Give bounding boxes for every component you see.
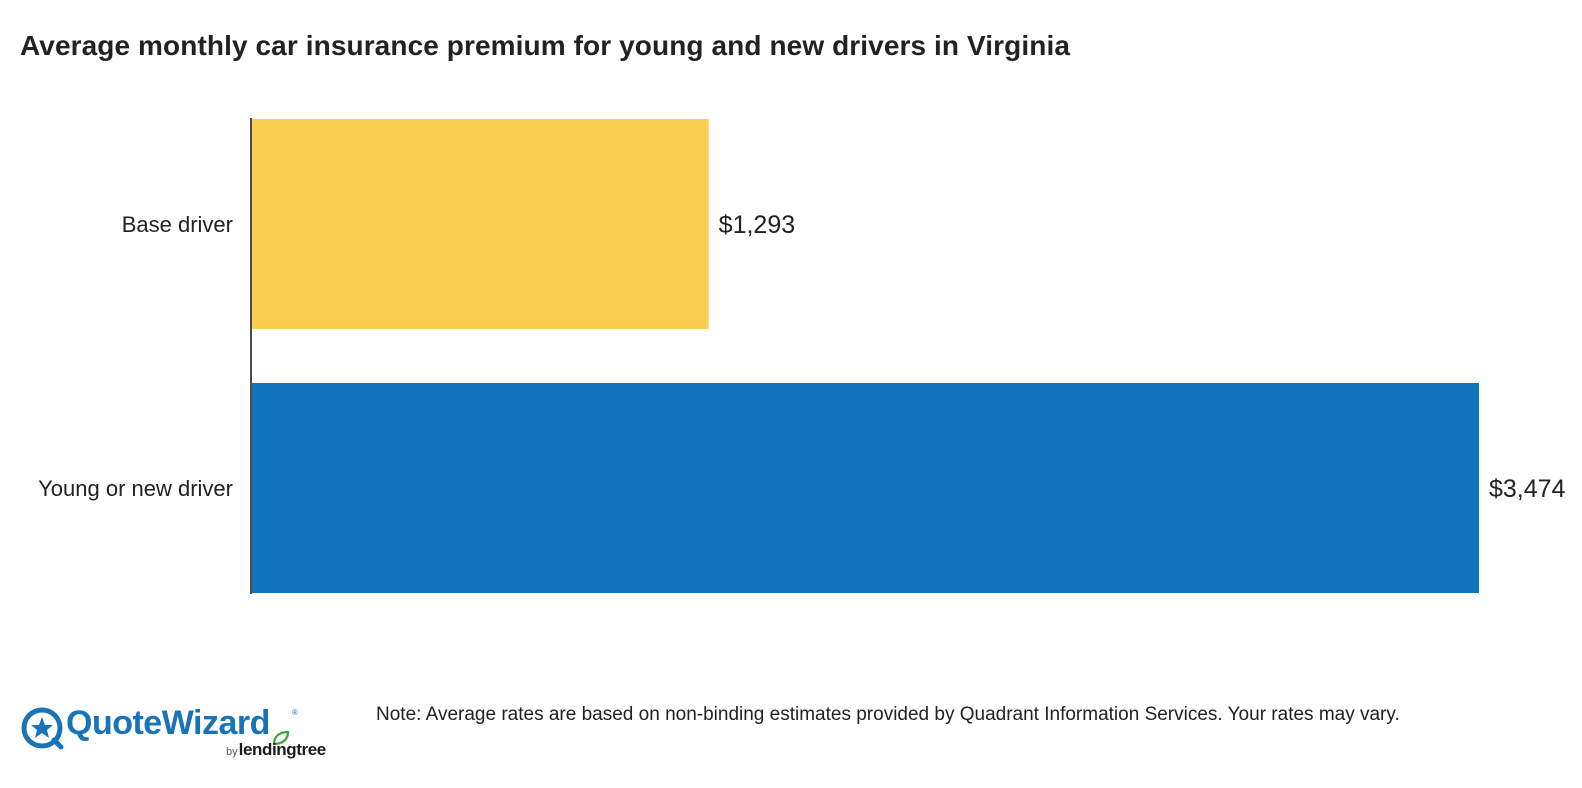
chart-title: Average monthly car insurance premium fo… [20,30,1070,61]
logo-by-text: by [226,746,238,758]
quotewizard-star-icon [21,707,64,750]
category-label: Base driver [122,212,233,237]
value-label: $3,474 [1489,475,1566,503]
logo-registered-mark: ® [292,708,298,717]
quotewizard-logo[interactable]: QuoteWizard ® bylendingtree [20,700,340,766]
logo-brand-text: QuoteWizard [66,704,270,742]
bar-young-or-new-driver [252,383,1479,593]
bar-base-driver [252,119,709,329]
category-label: Young or new driver [38,476,233,501]
value-label: $1,293 [719,211,795,239]
logo-sub: bylendingtree [226,740,326,760]
leaf-icon [272,730,290,746]
footer-note: Note: Average rates are based on non-bin… [376,704,1400,725]
logo-parent-text: lendingtree [238,740,327,759]
